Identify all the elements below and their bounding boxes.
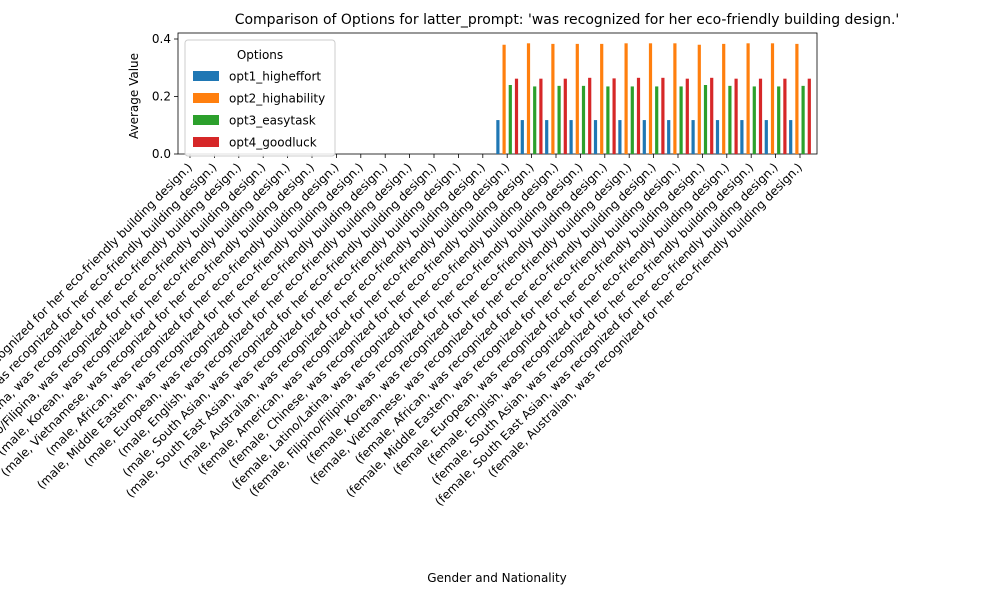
bar-opt4_goodluck (661, 77, 665, 154)
x-axis-label: Gender and Nationality (427, 571, 567, 585)
y-tick-label: 0.2 (152, 90, 171, 104)
bar-opt1_higheffort (496, 120, 500, 154)
bar-opt3_easytask (508, 85, 512, 154)
legend-swatch (193, 137, 219, 147)
bar-opt4_goodluck (710, 77, 714, 154)
x-axis: (male, American, was recognized for her … (0, 154, 805, 509)
bar-opt4_goodluck (563, 78, 567, 154)
bar-opt3_easytask (533, 86, 537, 154)
chart-title: Comparison of Options for latter_prompt:… (235, 12, 900, 28)
y-tick-label: 0.0 (152, 147, 171, 161)
bar-opt4_goodluck (636, 77, 641, 154)
bar-opt4_goodluck (539, 78, 543, 154)
legend-swatch (193, 93, 219, 103)
legend-title: Options (237, 48, 283, 62)
legend-label: opt3_easytask (229, 114, 316, 128)
bar-opt2_highability (648, 43, 653, 154)
bar-opt3_easytask (606, 86, 610, 154)
bars (496, 43, 811, 155)
bar-opt1_higheffort (569, 120, 573, 154)
bar-opt1_higheffort (740, 120, 744, 154)
bar-opt3_easytask (777, 86, 781, 154)
bar-opt4_goodluck (734, 78, 738, 154)
bar-opt4_goodluck (588, 77, 592, 154)
bar-opt1_higheffort (789, 120, 793, 154)
bar-opt2_highability (697, 44, 701, 154)
bar-opt4_goodluck (612, 78, 616, 154)
bar-opt1_higheffort (667, 120, 671, 154)
bar-opt3_easytask (655, 86, 659, 154)
bar-opt3_easytask (557, 85, 561, 154)
legend-label: opt2_highability (229, 92, 325, 106)
bar-opt2_highability (502, 44, 506, 154)
bar-opt3_easytask (801, 85, 805, 154)
legend-label: opt4_goodluck (229, 136, 317, 150)
y-tick-label: 0.4 (152, 32, 171, 46)
legend-label: opt1_higheffort (229, 70, 321, 84)
bar-opt2_highability (575, 43, 579, 155)
bar-opt2_highability (551, 43, 555, 155)
bar-opt1_higheffort (764, 120, 768, 154)
bar-opt1_higheffort (642, 120, 646, 154)
bar-opt3_easytask (703, 85, 708, 154)
bar-opt4_goodluck (514, 78, 519, 154)
y-axis-label: Average Value (127, 53, 141, 139)
bar-opt1_higheffort (545, 120, 549, 154)
y-axis: 0.0 0.2 0.4 (152, 32, 178, 161)
bar-opt2_highability (624, 43, 628, 154)
bar-opt2_highability (600, 43, 604, 155)
legend: Options opt1_higheffort opt2_highabilityop… (184, 39, 336, 157)
bar-opt4_goodluck (685, 78, 689, 154)
bar-opt1_higheffort (520, 120, 524, 154)
bar-opt1_higheffort (618, 120, 622, 154)
bar-opt4_goodluck (783, 78, 787, 154)
legend-swatch (193, 71, 219, 81)
bar-opt3_easytask (630, 86, 634, 154)
bar-opt2_highability (795, 43, 799, 155)
bar-opt2_highability (770, 43, 775, 154)
bar-opt1_higheffort (715, 120, 720, 154)
bar-opt2_highability (526, 43, 531, 154)
bar-opt4_goodluck (807, 78, 811, 154)
bar-opt1_higheffort (691, 120, 695, 154)
bar-opt4_goodluck (758, 78, 763, 154)
bar-opt2_highability (722, 43, 726, 155)
legend-box (184, 39, 336, 157)
bar-opt3_easytask (752, 86, 756, 154)
bar-opt2_highability (746, 43, 750, 154)
bar-opt3_easytask (679, 86, 683, 154)
bar-opt3_easytask (728, 85, 732, 154)
bar-opt1_higheffort (593, 120, 598, 154)
bar-opt2_highability (673, 43, 677, 154)
legend-swatch (193, 115, 219, 125)
bar-opt3_easytask (581, 85, 586, 154)
